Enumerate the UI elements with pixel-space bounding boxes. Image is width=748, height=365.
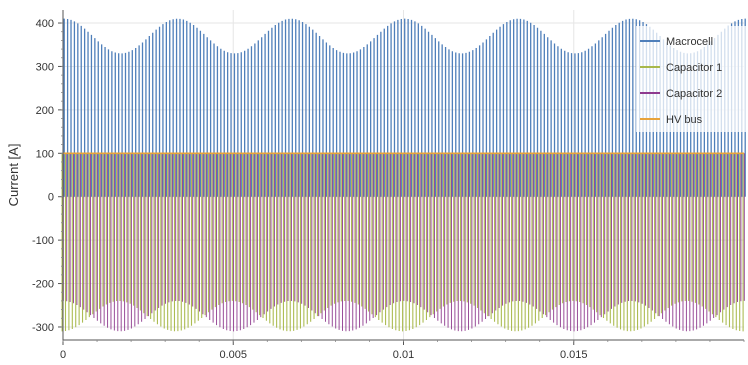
y-tick-label: 100 xyxy=(36,148,54,160)
legend-label: HV bus xyxy=(666,114,703,126)
legend-label: Capacitor 2 xyxy=(666,88,722,100)
y-tick-label: 300 xyxy=(36,61,54,73)
y-axis-label: Current [A] xyxy=(6,144,21,207)
legend-box xyxy=(636,26,746,132)
series-capacitor-1 xyxy=(61,153,744,332)
series-layer xyxy=(61,18,746,332)
x-tick-label: 0.01 xyxy=(393,349,414,361)
legend-label: Macrocell xyxy=(666,36,713,48)
x-tick-label: 0.015 xyxy=(560,349,588,361)
x-tick-label: 0 xyxy=(60,349,66,361)
y-tick-label: 400 xyxy=(36,18,54,30)
x-tick-label: 0.005 xyxy=(219,349,247,361)
legend: Macrocell Capacitor 1 Capacitor 2 HV bus xyxy=(636,26,746,132)
y-tick-label: 0 xyxy=(48,192,54,204)
y-tick-label: -300 xyxy=(32,322,54,334)
legend-label: Capacitor 1 xyxy=(666,62,722,74)
axes: -300 -200 -100 0 100 200 300 400 0 0.005 0.01 0.015 xyxy=(32,10,745,361)
y-tick-label: -100 xyxy=(32,235,54,247)
y-tick-label: 200 xyxy=(36,105,54,117)
y-tick-label: -200 xyxy=(32,279,54,291)
